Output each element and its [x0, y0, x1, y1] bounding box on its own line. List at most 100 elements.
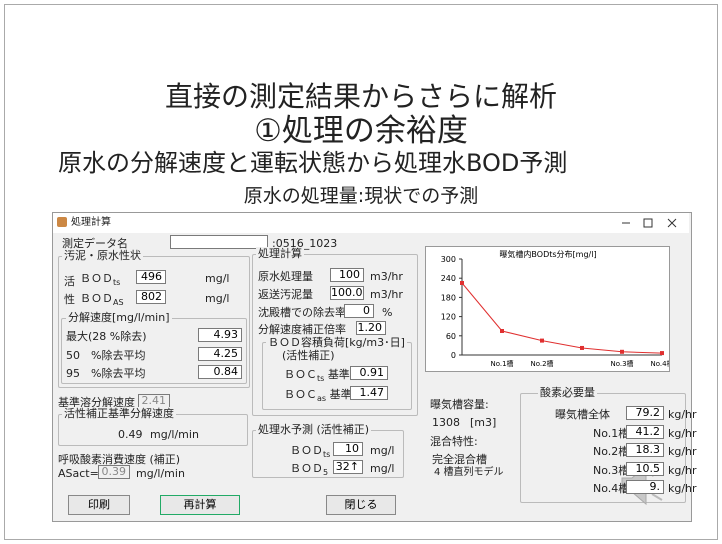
value: 完全混合槽 — [432, 453, 487, 466]
input[interactable]: 10 — [333, 442, 363, 456]
label: 呼吸酸素消費速度 (補正) — [58, 453, 181, 466]
x-tick-label: No.2槽 — [530, 359, 553, 368]
unit: kg/hr — [668, 408, 697, 421]
y-tick-label: 60 — [446, 332, 456, 341]
unit: [m3] — [470, 416, 497, 429]
group-title: 汚泥・原水性状 — [62, 249, 143, 262]
label: No.4槽 — [593, 482, 630, 495]
label: ＢＯＣ — [284, 388, 317, 401]
x-tick-label: No.1槽 — [490, 359, 513, 368]
label: ＢＯＤ — [290, 444, 323, 457]
label: 最大(28 %除去) — [66, 330, 147, 343]
maximize[interactable] — [643, 218, 653, 228]
label: 曝気槽全体 — [555, 408, 610, 421]
label: ts — [113, 278, 121, 288]
x-tick-label: No.4槽 — [650, 359, 670, 368]
label: No.2槽 — [593, 445, 630, 458]
label: No.3槽 — [593, 463, 630, 477]
input[interactable]: 41.2 — [626, 424, 664, 439]
unit: mg/l — [370, 462, 395, 475]
slide-frame — [4, 4, 718, 540]
label: AS — [113, 298, 124, 308]
data-point — [580, 345, 584, 350]
input[interactable]: 4.93 — [198, 328, 242, 342]
input[interactable] — [170, 235, 268, 249]
label: 性 — [64, 293, 75, 306]
input[interactable]: 802 — [136, 290, 166, 304]
close[interactable] — [667, 218, 677, 228]
y-tick-label: 0 — [451, 351, 456, 360]
input[interactable]: 9. — [626, 480, 664, 494]
input[interactable]: 4.25 — [198, 347, 242, 361]
label: 沈殿槽での除去率 — [258, 306, 346, 319]
label: 50 %除去平均 — [66, 349, 146, 362]
unit: kg/hr — [668, 482, 697, 495]
input[interactable]: 0.84 — [198, 365, 242, 379]
input[interactable]: 10.5 — [626, 461, 664, 476]
label: 基準 — [327, 368, 350, 381]
group-title: 活性補正基準分解速度 — [62, 407, 176, 420]
y-tick-label: 120 — [441, 313, 456, 322]
label: 基準溶分解速度 — [58, 396, 135, 409]
data-point — [500, 329, 504, 333]
unit: mg/l — [205, 292, 230, 305]
unit: % — [382, 306, 393, 319]
group-note: (活性補正) — [282, 349, 335, 362]
label: ＢＯＣts 基準 — [284, 368, 350, 385]
unit: kg/hr — [668, 426, 697, 440]
unit: m3/hr — [370, 270, 403, 283]
label: ＢＯＤ5 — [290, 462, 328, 479]
input[interactable]: 79.2 — [626, 406, 664, 420]
unit: mg/l — [205, 272, 230, 285]
group-title: ＢＯＤ容積負荷[kg/m3･日] — [266, 336, 407, 349]
label: ＢＯＤ — [80, 292, 113, 305]
chart: 曝気槽内BODts分布[mg/l] 0 60 120 180 240 300 No.1槽 No… — [425, 246, 670, 372]
slide-title: ①処理の余裕度 — [254, 113, 468, 149]
input[interactable]: 32↑ — [333, 460, 363, 474]
value: 0.49 — [118, 428, 143, 441]
x-tick-label: No.3槽 — [610, 359, 633, 368]
unit: mg/l/min — [150, 428, 199, 441]
input[interactable]: 18.3 — [626, 443, 664, 457]
input[interactable]: 496 — [136, 270, 166, 284]
slide-subtitle: 原水の分解速度と運転状態から処理水BOD予測 — [58, 149, 568, 177]
window-icon — [57, 217, 67, 227]
label: ＢＯＤts — [290, 444, 330, 461]
label: ＢＯＤAS — [80, 292, 124, 309]
input[interactable]: 100.0 — [330, 286, 364, 300]
close-button[interactable]: 閉じる — [326, 495, 396, 515]
label: 混合特性: — [430, 435, 478, 448]
input[interactable]: 1.47 — [350, 386, 388, 400]
input[interactable]: 0 — [344, 304, 374, 318]
value: 1308 — [432, 416, 460, 429]
group — [58, 256, 250, 388]
slide-caption: 原水の処理量:現状での予測 — [243, 185, 479, 207]
label: ＢＯＣas 基準 — [284, 388, 352, 405]
y-tick-label: 180 — [441, 293, 456, 302]
label: ASact= — [58, 467, 99, 480]
title-bar — [53, 213, 689, 233]
unit: kg/hr — [668, 463, 697, 477]
label: ts — [323, 450, 331, 460]
group-title: 処理計算 — [256, 247, 304, 260]
input[interactable]: 1.20 — [356, 321, 386, 335]
input[interactable]: 0.91 — [350, 366, 388, 380]
data-point — [620, 349, 624, 354]
value: 4 槽直列モデル — [434, 467, 504, 478]
label: 基準 — [329, 388, 352, 401]
unit: kg/hr — [668, 445, 697, 458]
unit: m3/hr — [370, 288, 403, 301]
label: 分解速度補正倍率 — [258, 323, 346, 336]
label: 測定データ名 — [62, 237, 128, 250]
input: 0.39 — [98, 465, 130, 479]
unit: mg/l/min — [136, 467, 185, 480]
chart-title: 曝気槽内BODts分布[mg/l] — [499, 249, 596, 259]
print-button[interactable]: 印刷 — [68, 495, 130, 515]
group-title: 酸素必要量 — [538, 386, 597, 399]
window-controls[interactable] — [600, 214, 685, 232]
recalc-button[interactable]: 再計算 — [160, 495, 240, 515]
data-line — [461, 282, 663, 354]
group — [520, 393, 686, 503]
input[interactable]: 100 — [330, 268, 364, 282]
group — [252, 254, 418, 416]
